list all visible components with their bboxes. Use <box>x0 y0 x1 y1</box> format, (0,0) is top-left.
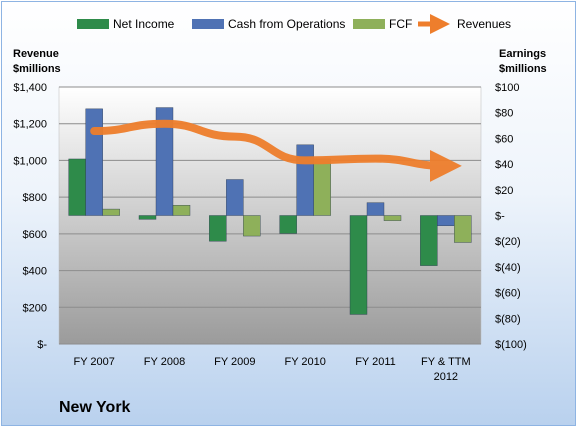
legend-label-fcf: FCF <box>389 17 412 31</box>
left-axis-ticks: $- $200 $400 $600 $800 $1,000 $1,200 $1,400 <box>13 82 47 351</box>
legend-label-cash-from-operations: Cash from Operations <box>228 17 345 31</box>
left-axis-title-line1: Revenue <box>13 48 59 60</box>
left-tick-label: $400 <box>23 266 47 278</box>
category-label: FY 2008 <box>144 356 185 368</box>
left-tick-label: $- <box>37 339 47 351</box>
legend: Net Income Cash from Operations FCF Reve… <box>77 14 511 34</box>
right-tick-label: $40 <box>495 159 513 171</box>
net-income-bar <box>68 158 86 216</box>
legend-swatch-net-income <box>77 19 109 29</box>
company-name: New York <box>59 399 131 416</box>
fcf-bar <box>243 215 261 237</box>
left-tick-label: $1,200 <box>13 119 47 131</box>
right-tick-label: $60 <box>495 133 513 145</box>
net-income-bar <box>420 215 438 266</box>
category-label: FY 2010 <box>284 356 325 368</box>
category-label: 2012 <box>434 371 458 383</box>
right-tick-label: $80 <box>495 108 513 120</box>
category-label: FY & TTM <box>421 356 471 368</box>
right-tick-label: $(40) <box>495 262 521 274</box>
cash-from-operations-bar <box>155 107 174 216</box>
legend-swatch-fcf <box>353 19 385 29</box>
legend-label-net-income: Net Income <box>113 17 175 31</box>
left-axis-title-line2: $millions <box>13 63 61 75</box>
right-tick-label: $- <box>495 211 505 223</box>
category-labels: FY 2007 FY 2008 FY 2009 FY 2010 FY 2011 FY & … <box>73 356 470 383</box>
cash-from-operations-bar <box>437 215 455 226</box>
cash-from-operations-bar <box>85 108 103 216</box>
category-label: FY 2009 <box>214 356 255 368</box>
net-income-bar <box>349 215 368 315</box>
legend-label-revenues: Revenues <box>457 17 511 31</box>
fcf-bar <box>454 215 472 243</box>
left-tick-label: $600 <box>23 229 47 241</box>
right-tick-label: $100 <box>495 82 519 94</box>
cash-from-operations-bar <box>226 179 244 216</box>
fcf-bar <box>172 205 191 216</box>
right-tick-label: $(20) <box>495 236 521 248</box>
right-axis-ticks: $(100) $(80) $(60) $(40) $(20) $- $20 $40 $60 $80… <box>495 82 527 351</box>
bars <box>68 107 472 315</box>
cash-from-operations-bar <box>296 144 314 216</box>
right-axis-title-line1: Earnings <box>499 48 546 60</box>
net-income-bar <box>279 215 297 234</box>
left-tick-label: $1,400 <box>13 82 47 94</box>
cash-from-operations-bar <box>366 202 385 216</box>
fcf-bar <box>383 215 402 221</box>
left-tick-label: $200 <box>23 302 47 314</box>
left-tick-label: $1,000 <box>13 155 47 167</box>
category-label: FY 2007 <box>73 356 114 368</box>
right-tick-label: $(60) <box>495 288 521 300</box>
fcf-bar <box>313 158 331 216</box>
right-tick-label: $(80) <box>495 313 521 325</box>
category-label: FY 2011 <box>355 356 396 368</box>
revenues-line <box>90 119 462 182</box>
right-tick-label: $(100) <box>495 339 527 351</box>
right-tick-label: $20 <box>495 185 513 197</box>
net-income-bar <box>138 215 157 220</box>
legend-swatch-cash-from-operations <box>192 19 224 29</box>
fcf-bar <box>102 208 120 216</box>
right-axis-title-line2: $millions <box>499 63 547 75</box>
net-income-bar <box>209 215 227 242</box>
left-tick-label: $800 <box>23 192 47 204</box>
revenues-line-path <box>90 119 462 182</box>
